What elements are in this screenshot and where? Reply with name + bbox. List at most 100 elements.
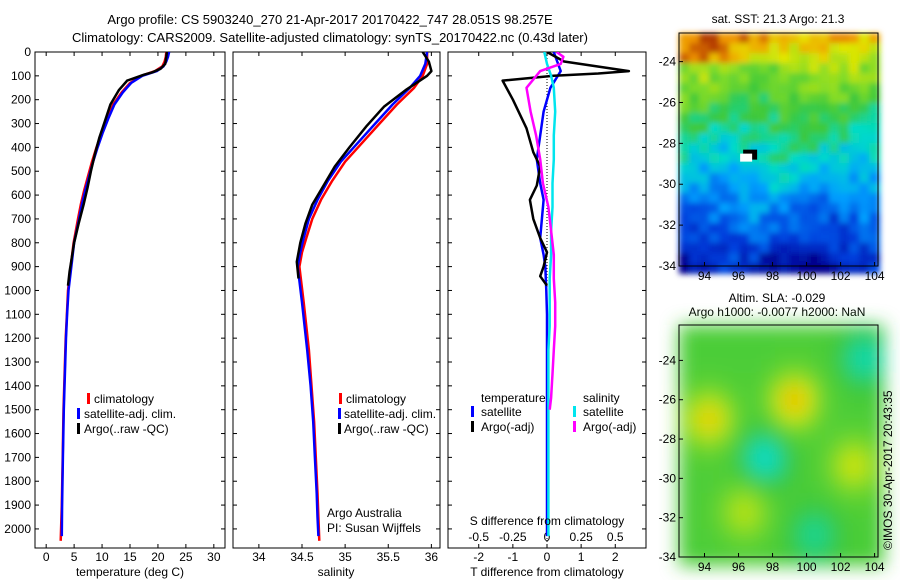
sla-cell	[679, 361, 692, 374]
sst-cell	[799, 53, 810, 64]
sst-cell	[779, 53, 790, 64]
ytick-label: 600	[11, 188, 31, 202]
map-xtick-label: 100	[797, 269, 817, 283]
sst-cell	[679, 63, 690, 74]
sla-cell	[691, 373, 704, 386]
sla-cell	[847, 373, 860, 386]
sst-cell	[839, 63, 850, 74]
salinity-depth-ticks	[233, 51, 440, 530]
sst-cell	[829, 153, 840, 164]
sst-cell	[729, 33, 740, 44]
sla-cell	[823, 469, 836, 482]
sla-cell	[835, 529, 848, 542]
sst-cell	[859, 233, 870, 244]
sst-cell	[729, 213, 740, 224]
sla-cell	[811, 409, 824, 422]
sla-cell	[691, 457, 704, 470]
sla-cell	[751, 397, 764, 410]
sla-cell	[787, 349, 800, 362]
sla-cell	[775, 505, 788, 518]
sst-cell	[849, 133, 860, 144]
sst-cell	[789, 133, 800, 144]
ytick-label: 1700	[4, 450, 31, 464]
sst-cell	[799, 113, 810, 124]
sst-cell	[869, 173, 880, 184]
sla-cell	[691, 397, 704, 410]
sla-cell	[799, 493, 812, 506]
sst-cell	[749, 263, 760, 274]
sst-cell	[819, 193, 830, 204]
sst-cell	[719, 133, 730, 144]
sst-cell	[819, 183, 830, 194]
sla-cell	[763, 349, 776, 362]
sla-cell	[847, 409, 860, 422]
sst-cell	[789, 243, 800, 254]
sla-cell	[679, 493, 692, 506]
sst-cell	[799, 173, 810, 184]
sst-cell	[799, 43, 810, 54]
sla-cell	[799, 505, 812, 518]
sst-cell	[809, 123, 820, 134]
sla-cell	[727, 553, 740, 566]
sla-cell	[859, 529, 872, 542]
ytick-label: 1200	[4, 331, 31, 345]
sst-cell	[829, 193, 840, 204]
sst-cell	[869, 253, 880, 264]
sst-cell	[809, 213, 820, 224]
sst-cell	[809, 113, 820, 124]
sla-cell	[679, 529, 692, 542]
sla-cell	[799, 325, 812, 338]
sst-cell	[679, 193, 690, 204]
sla-cell	[775, 385, 788, 398]
sst-cell	[809, 263, 820, 274]
sst-cell	[689, 93, 700, 104]
sla-cell	[775, 325, 788, 338]
sst-cell	[749, 33, 760, 44]
sst-cell	[809, 143, 820, 154]
legend-swatch-climatology	[87, 393, 90, 404]
legend-label-sal-argo: Argo(-adj)	[583, 420, 636, 434]
sla-cell	[691, 445, 704, 458]
map-xtick-label: 96	[732, 269, 746, 283]
sst-cell	[759, 263, 770, 274]
sla-cell	[763, 361, 776, 374]
xtick-label: 15	[123, 550, 137, 564]
temperature-legend: climatology satellite-adj. clim. Argo(..…	[77, 392, 176, 436]
sst-cell	[759, 233, 770, 244]
sst-cell	[799, 73, 810, 84]
sla-cell	[799, 445, 812, 458]
sst-cell	[719, 223, 730, 234]
map-xtick-label: 100	[797, 560, 817, 574]
sst-cell	[699, 113, 710, 124]
sst-cell	[759, 213, 770, 224]
sst-cell	[869, 233, 880, 244]
sst-cell	[789, 43, 800, 54]
sla-cell	[847, 529, 860, 542]
sst-cell	[789, 63, 800, 74]
sla-cell	[787, 385, 800, 398]
sst-cell	[759, 133, 770, 144]
xtick-label: 34.5	[290, 550, 314, 564]
sst-cell	[739, 253, 750, 264]
sla-cell	[835, 409, 848, 422]
sst-cell	[789, 173, 800, 184]
salinity-panel: 34 34.5 35 35.5 36 salinity climatology sate…	[232, 51, 441, 579]
sst-cell	[769, 263, 780, 274]
sla-cell	[739, 373, 752, 386]
series-line	[296, 52, 429, 537]
sla-cell	[823, 553, 836, 566]
sst-cell	[679, 163, 690, 174]
sst-cell	[839, 83, 850, 94]
ytick-label: 1300	[4, 355, 31, 369]
sst-cell	[799, 223, 810, 234]
sla-cell	[835, 325, 848, 338]
salinity-series	[295, 52, 433, 541]
sst-cell	[859, 63, 870, 74]
sst-cell	[829, 263, 840, 274]
map-ytick-label: -28	[659, 432, 677, 446]
sst-cell	[749, 73, 760, 84]
sla-cell	[823, 325, 836, 338]
sst-cell	[869, 93, 880, 104]
sla-cell	[751, 445, 764, 458]
sla-cell	[703, 373, 716, 386]
